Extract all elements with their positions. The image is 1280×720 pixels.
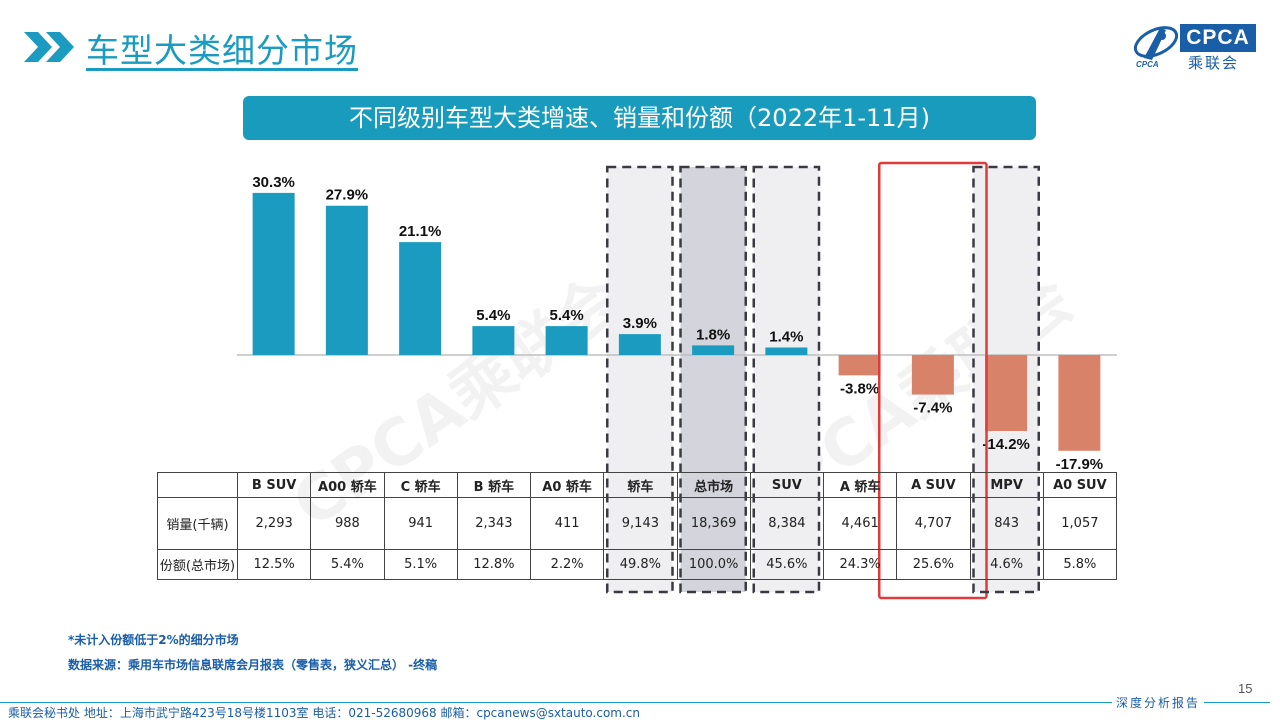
column-header: B 轿车 (456, 472, 532, 498)
table-cell: 1,057 (1042, 497, 1118, 550)
table-row: 份额(总市场) 12.5% 5.4% 5.1% 12.8% 2.2% 49.8% 100.0%… (157, 549, 1118, 580)
table-cell: 100.0% (676, 549, 751, 580)
page-title: 车型大类细分市场 (86, 31, 358, 70)
table-cell: 843 (969, 497, 1044, 550)
table-cell: 9,143 (603, 497, 678, 550)
bar (325, 205, 368, 355)
data-label: 1.4% (769, 329, 803, 346)
data-label: 21.1% (399, 223, 442, 240)
column-header: 总市场 (676, 472, 751, 498)
bar (472, 326, 515, 355)
table-cell: 2,343 (456, 497, 532, 550)
logo-sub-text: CPCA (1136, 60, 1159, 69)
bar (399, 242, 442, 355)
table-cell: 988 (310, 497, 385, 550)
data-table: B SUV A00 轿车 C 轿车 B 轿车 A0 轿车 轿车 总市场 SUV A 轿车 A SU… (157, 472, 1118, 580)
column-header: SUV (749, 472, 825, 498)
data-label: 3.9% (623, 315, 657, 332)
data-label: -7.4% (913, 400, 952, 417)
column-header: A0 SUV (1042, 472, 1118, 498)
column-header: MPV (969, 472, 1044, 498)
dashed-highlight-box (606, 165, 674, 594)
table-cell: 2.2% (529, 549, 605, 580)
bar (985, 355, 1028, 431)
logo-text: CPCA (1180, 24, 1256, 52)
bar (618, 334, 661, 355)
data-source-note: 数据来源：乘用车市场信息联席会月报表（零售表，狭义汇总） -终稿 (68, 658, 438, 672)
bar (911, 355, 954, 395)
footer-report-label: 深度分析报告 (1112, 694, 1205, 711)
table-cell: 2,293 (236, 497, 312, 550)
footer-divider (0, 702, 1270, 703)
table-cell: 4,707 (896, 497, 971, 550)
row-label: 份额(总市场) (157, 549, 238, 580)
table-cell: 49.8% (603, 549, 678, 580)
dashed-highlight-box (972, 165, 1040, 594)
bar (838, 355, 881, 376)
column-header: 轿车 (603, 472, 678, 498)
bar (252, 192, 295, 355)
table-cell: 5.4% (310, 549, 385, 580)
column-header: A0 轿车 (529, 472, 605, 498)
dashed-highlight-box (679, 165, 747, 594)
table-cell: 18,369 (676, 497, 751, 550)
table-cell: 4.6% (969, 549, 1044, 580)
table-cell: 12.5% (236, 549, 312, 580)
table-cell: 4,461 (822, 497, 898, 550)
data-label: 5.4% (476, 307, 510, 324)
data-label: 5.4% (550, 307, 584, 324)
table-header-row: B SUV A00 轿车 C 轿车 B 轿车 A0 轿车 轿车 总市场 SUV A 轿车 A SU… (157, 472, 1118, 498)
table-cell: 5.8% (1042, 549, 1118, 580)
bar (1058, 355, 1101, 451)
table-cell: 25.6% (896, 549, 971, 580)
red-highlight-box (878, 161, 988, 600)
table-row: 销量(千辆) 2,293 988 941 2,343 411 9,143 18,369 8,38… (157, 497, 1118, 550)
data-label: -17.9% (1056, 456, 1104, 473)
footer-address: 乘联会秘书处 地址：上海市武宁路423号18号楼1103室 电话：021-526… (8, 706, 641, 720)
column-header: C 轿车 (383, 472, 458, 498)
table-cell: 24.3% (822, 549, 898, 580)
table-cell: 941 (383, 497, 458, 550)
table-cell: 45.6% (749, 549, 825, 580)
table-cell: 5.1% (383, 549, 458, 580)
table-cell: 411 (529, 497, 605, 550)
column-header: A00 轿车 (310, 472, 385, 498)
row-label: 销量(千辆) (157, 497, 238, 550)
footnote: *未计入份额低于2%的细分市场 (68, 633, 239, 647)
logo-cn-text: 乘联会 (1188, 54, 1240, 72)
chart-banner: 不同级别车型大类增速、销量和份额（2022年1-11月) (243, 96, 1036, 140)
table-corner-cell (157, 472, 238, 498)
data-label: -3.8% (840, 380, 879, 397)
column-header: A SUV (896, 472, 971, 498)
bar (692, 345, 735, 355)
column-header: B SUV (236, 472, 312, 498)
data-label: 30.3% (252, 174, 295, 191)
column-header: A 轿车 (822, 472, 898, 498)
chevron-icon (24, 32, 74, 62)
data-label: 1.8% (696, 326, 730, 343)
dashed-highlight-box (752, 165, 821, 594)
data-label: 27.9% (326, 187, 369, 204)
page-number: 15 (1238, 681, 1253, 696)
table-cell: 12.8% (456, 549, 532, 580)
table-cell: 8,384 (749, 497, 825, 550)
logo-mark-icon (1133, 26, 1179, 60)
bar (545, 326, 588, 355)
cpca-logo: CPCA CPCA 乘联会 (1130, 20, 1260, 72)
data-label: -14.2% (982, 436, 1030, 453)
bar (765, 347, 808, 355)
